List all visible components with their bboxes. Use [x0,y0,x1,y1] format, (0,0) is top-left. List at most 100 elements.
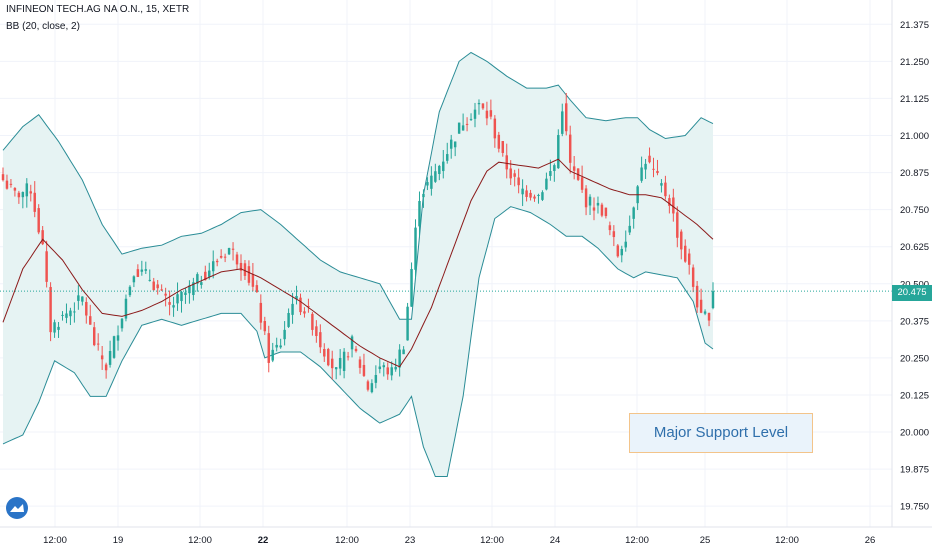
candle-body [501,141,505,153]
candle-body [517,177,520,186]
candle-body [303,311,306,314]
candle-body [29,191,32,194]
candle-body [283,329,286,340]
bollinger-lower-band [2,206,714,477]
candle-body [307,305,310,307]
support-annotation[interactable]: Major Support Level [629,413,813,453]
price-tick-label: 21.375 [900,20,929,31]
candle-body [33,192,36,212]
price-axis[interactable]: 21.375 21.250 21.125 21.000 20.875 20.750 20.6… [900,20,929,513]
candle-body [612,231,616,238]
candle-body [45,251,48,282]
candle-body [616,245,620,257]
candle-body [338,357,342,369]
candle-body [287,313,290,327]
candle-body [342,351,346,371]
candle-body [592,207,596,211]
time-tick-label: 12:00 [43,535,67,546]
candle-body [434,171,437,182]
candle-body [323,348,326,357]
candle-body [418,200,421,227]
candle-body [120,318,124,329]
time-tick-label: 25 [700,535,711,546]
candle-body [77,295,80,301]
candle-body [390,367,393,376]
candle-body [350,336,354,350]
candle-body [315,326,318,337]
candle-body [668,198,671,206]
candle-body [112,336,116,358]
candle-body [703,311,707,314]
candle-body [691,267,695,287]
candle-body [96,343,100,345]
candle-body [85,301,88,316]
candle-body [505,155,508,170]
current-price-tag: 20.475 [892,285,932,301]
candle-body [370,383,374,393]
price-tick-label: 20.750 [900,205,929,216]
candle-body [680,231,683,250]
time-tick-label: 12:00 [188,535,212,546]
time-tick-label: 23 [405,535,416,546]
candle-body [549,171,552,176]
candle-body [378,366,382,370]
indicator-label[interactable]: BB (20, close, 2) [6,21,80,32]
candle-body [124,298,128,319]
candle-body [572,166,576,171]
bollinger-upper-band [2,51,714,320]
candle-body [53,322,56,333]
bollinger-basis-line [2,158,714,368]
candle-body [588,196,592,206]
candle-body [231,248,235,250]
candle-body [156,284,159,289]
tradingview-logo-icon[interactable] [6,497,28,519]
candle-body [493,118,497,139]
time-tick-label: 12:00 [775,535,799,546]
candle-body [656,170,659,174]
candle-body [334,367,338,370]
candle-body [457,122,461,134]
price-tick-label: 20.500 [900,279,929,290]
candle-body [223,256,227,258]
candle-body [208,270,211,277]
candle-body [414,227,417,270]
candle-body [271,349,274,361]
candle-body [152,281,155,291]
price-tick-label: 21.125 [900,94,929,105]
candle-body [311,313,314,330]
candle-body [184,292,187,295]
candle-body [695,285,699,308]
candle-body [148,279,151,281]
candle-body [410,268,413,307]
candle-body [568,134,572,163]
candle-body [541,192,544,200]
candle-body [219,255,223,258]
price-tick-label: 20.375 [900,316,929,327]
candle-body [259,302,263,323]
candle-body [295,295,298,300]
candle-body [402,349,405,355]
candle-body [672,197,675,214]
symbol-title[interactable]: INFINEON TECH.AG NA O.N., 15, XETR [6,4,190,15]
candle-body [358,359,362,368]
candle-body [453,141,457,148]
candle-body [17,192,21,198]
candle-body [192,282,195,296]
price-tick-label: 20.000 [900,428,929,439]
candle-body [73,311,76,313]
candle-body [299,297,302,313]
candle-body [707,312,711,321]
candle-body [473,109,477,119]
candle-body [204,271,207,281]
candle-body [327,349,330,366]
price-tick-label: 20.250 [900,353,929,364]
candle-body [49,286,52,333]
candle-body [168,302,171,305]
candle-body [100,355,104,360]
candle-body [89,316,92,325]
candle-body [640,167,643,181]
candle-body [92,327,96,346]
time-axis[interactable]: 12:00 19 12:00 22 12:00 23 12:00 24 12:00 25 12:00… [43,535,875,546]
candle-body [374,374,378,383]
